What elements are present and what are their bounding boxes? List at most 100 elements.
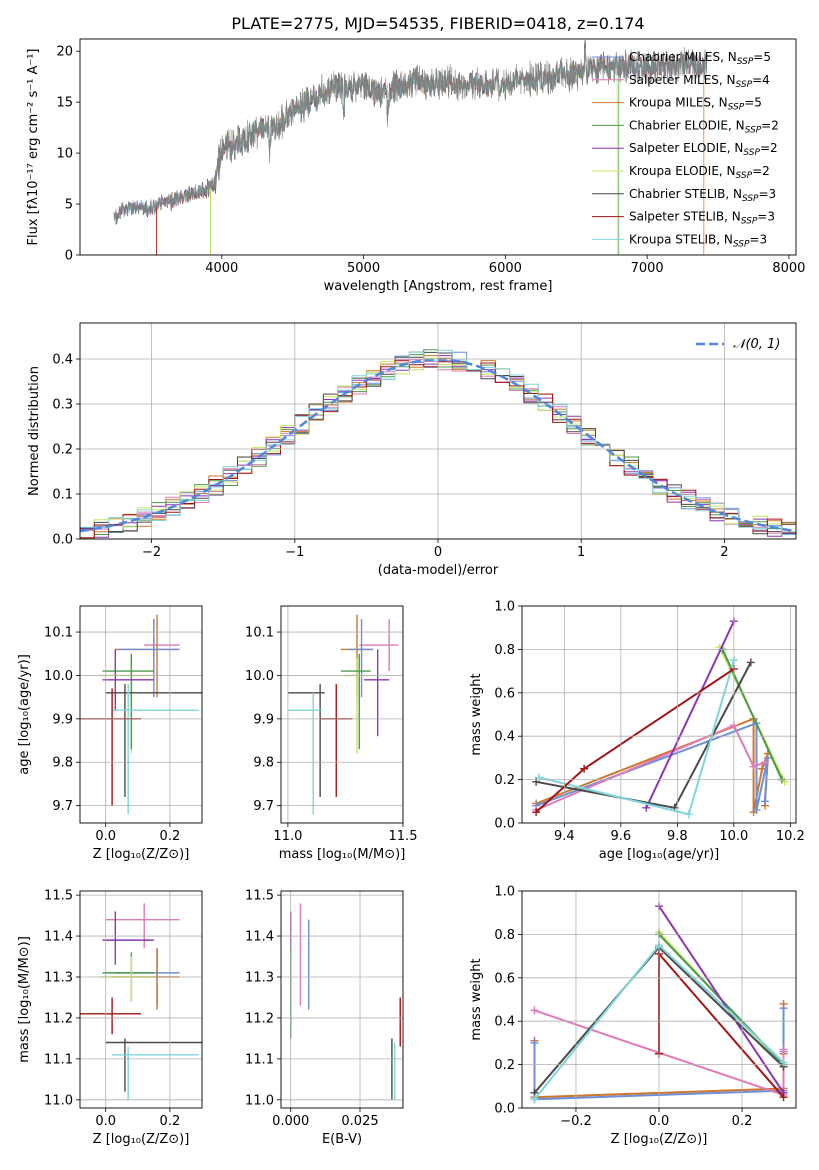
weight-marker-chabrier_miles xyxy=(779,1004,788,1013)
spectrum-ytick-label: 20 xyxy=(56,45,73,60)
panel-weight_vs_age: 9.4 9.6 9.8 10.0 10.2 0.0 0.2 0.4 0.6 0.8 1.0 age [… xyxy=(469,600,805,863)
weight-marker-salpeter_miles xyxy=(530,1006,539,1015)
weight_vs_age-ytick-label: 1.0 xyxy=(494,600,515,615)
weight_vs_Z-xlabel: Z [log₁₀(Z/Z⊙)] xyxy=(611,1132,708,1147)
mass_vs_Z-ylabel: mass [log₁₀(M/M⊙)] xyxy=(17,936,32,1063)
spectrum-ytick-label: 0 xyxy=(65,249,73,264)
weight_vs_age-xtick-label: 10.0 xyxy=(719,829,748,844)
weight_vs_age-xtick-label: 10.2 xyxy=(776,829,805,844)
weight-marker-salpeter_elodie xyxy=(642,803,651,812)
age_vs_mass-ytick-label: 10.0 xyxy=(245,669,274,684)
residual_hist-ytick-label: 0.1 xyxy=(52,488,73,503)
spectrum-legend: Chabrier MILES, NSSP=5 Salpeter MILES, NS… xyxy=(592,50,779,249)
mass_vs_ebv-ytick-label: 11.3 xyxy=(245,970,274,985)
weight-line-salpeter_elodie xyxy=(645,620,735,809)
residual_hist-xtick-label: −1 xyxy=(285,545,304,560)
legend-label-chabrier_miles: Chabrier MILES, NSSP=5 xyxy=(629,50,771,67)
weight-marker-salpeter_stelib xyxy=(779,1093,788,1102)
weight_vs_Z-ytick-label: 0.2 xyxy=(494,1058,515,1073)
weight_vs_age-xtick-label: 9.6 xyxy=(611,829,632,844)
mass_vs_ebv-ytick-label: 11.2 xyxy=(245,1011,274,1026)
weight-marker-chabrier_miles xyxy=(763,753,772,762)
legend-label-kroupa_elodie: Kroupa ELODIE, NSSP=2 xyxy=(629,164,770,181)
age_vs_Z-xtick-label: 0.2 xyxy=(160,829,181,844)
age_vs_mass-xlabel: mass [log₁₀(M/M⊙)] xyxy=(279,847,406,862)
residual_hist-ytick-label: 0.4 xyxy=(52,353,73,368)
mass_vs_ebv-ytick-label: 11.1 xyxy=(245,1052,274,1067)
mass_vs_Z-ytick-label: 11.3 xyxy=(44,970,73,985)
weight_vs_Z-xtick-label: 0.2 xyxy=(732,1114,753,1129)
age_vs_Z-ytick-label: 10.0 xyxy=(44,669,73,684)
weight-marker-kroupa_stelib xyxy=(530,1095,539,1104)
weight_vs_Z-ylabel: mass weight xyxy=(469,958,484,1040)
legend-label-salpeter_stelib: Salpeter STELIB, NSSP=3 xyxy=(629,210,775,227)
weight_vs_age-ylabel: mass weight xyxy=(469,673,484,755)
weight-marker-kroupa_stelib xyxy=(684,810,693,819)
weight-line-chabrier_stelib xyxy=(535,661,752,809)
age_vs_Z-ytick-label: 10.1 xyxy=(44,626,73,641)
weight_vs_age-xlabel: age [log₁₀(age/yr)] xyxy=(599,847,720,862)
age_vs_Z-ytick-label: 9.8 xyxy=(52,756,73,771)
spectrum-ytick-label: 10 xyxy=(56,147,73,162)
weight-marker-kroupa_stelib xyxy=(534,773,543,782)
mass_vs_ebv-frame xyxy=(280,890,404,1109)
panel-age_vs_Z: 0.0 0.2 9.7 9.8 9.9 10.0 10.1 Z [log₁₀(Z/Z⊙)] ag… xyxy=(17,605,203,862)
panel-residual_hist: −2 −1 0 1 2 0.0 0.1 0.2 0.3 0.4 (data-model)/error… xyxy=(27,322,797,578)
mass_vs_Z-ytick-label: 11.5 xyxy=(44,889,73,904)
weight_vs_Z-ytick-label: 0.8 xyxy=(494,928,515,943)
residual_hist-ytick-label: 0.3 xyxy=(52,398,73,413)
spectrum-plot-area xyxy=(113,40,708,255)
weight_vs_Z-ytick-label: 1.0 xyxy=(494,885,515,900)
spectrum-ytick-label: 5 xyxy=(65,198,73,213)
weight_vs_age-ytick-label: 0.8 xyxy=(494,643,515,658)
figure-title: PLATE=2775, MJD=54535, FIBERID=0418, z=0… xyxy=(231,14,644,33)
weight_vs_Z-xtick-label: −0.2 xyxy=(560,1114,592,1129)
weight_vs_age-ytick-label: 0.2 xyxy=(494,773,515,788)
age_vs_mass-ytick-label: 10.1 xyxy=(245,626,274,641)
age_vs_mass-ytick-label: 9.7 xyxy=(253,799,274,814)
data-spectrum-line xyxy=(113,40,707,224)
legend-label-salpeter_elodie: Salpeter ELODIE, NSSP=2 xyxy=(629,141,778,158)
age_vs_mass-plot-area xyxy=(287,614,399,815)
weight-marker-salpeter_miles xyxy=(760,758,769,767)
spectrum-xtick-label: 5000 xyxy=(347,261,380,276)
residual_hist-ylabel: Normed distribution xyxy=(27,366,42,496)
mass_vs_Z-ytick-label: 11.0 xyxy=(44,1093,73,1108)
spectrum-frame xyxy=(79,38,797,256)
spectrum-xtick-label: 7000 xyxy=(631,261,664,276)
legend-label-kroupa_miles: Kroupa MILES, NSSP=5 xyxy=(629,96,762,113)
mass_vs_ebv-ytick-label: 11.0 xyxy=(245,1093,274,1108)
age_vs_Z-plot-area xyxy=(80,614,202,815)
mass_vs_Z-ytick-label: 11.4 xyxy=(44,930,73,945)
age_vs_Z-frame xyxy=(79,605,203,824)
residual_hist-ytick-label: 0.2 xyxy=(52,443,73,458)
mass_vs_ebv-xtick-label: 0.000 xyxy=(272,1114,309,1129)
weight-marker-salpeter_miles xyxy=(749,762,758,771)
weight-marker-salpeter_miles xyxy=(779,1045,788,1054)
spectrum-xtick-label: 6000 xyxy=(489,261,522,276)
weight-line-salpeter_stelib xyxy=(658,951,785,1098)
mass_vs_ebv-xtick-label: 0.025 xyxy=(341,1114,378,1129)
weight-line-salpeter_elodie xyxy=(658,905,785,1094)
mass_vs_Z-frame xyxy=(79,890,203,1109)
mass_vs_Z-xlabel: Z [log₁₀(Z/Z⊙)] xyxy=(93,1132,190,1147)
age_vs_mass-ytick-label: 9.8 xyxy=(253,756,274,771)
spectrum-ytick-label: 15 xyxy=(56,96,73,111)
age_vs_Z-xlabel: Z [log₁₀(Z/Z⊙)] xyxy=(93,847,190,862)
mass_vs_Z-xtick-label: 0.0 xyxy=(95,1114,116,1129)
panel-mass_vs_ebv: 0.000 0.025 11.0 11.1 11.2 11.3 11.4 11.5 E(B-V) xyxy=(245,889,404,1147)
mass_vs_ebv-plot-area xyxy=(290,903,401,1100)
panel-weight_vs_Z: −0.2 0.0 0.2 0.0 0.2 0.4 0.6 0.8 1.0 Z [log₁₀(Z/Z… xyxy=(469,885,797,1147)
weight-line-chabrier_elodie xyxy=(721,648,783,781)
mass_vs_Z-ytick-label: 11.2 xyxy=(44,1011,73,1026)
legend-label-kroupa_stelib: Kroupa STELIB, NSSP=3 xyxy=(629,232,767,249)
age_vs_Z-ytick-label: 9.9 xyxy=(52,712,73,727)
weight-marker-chabrier_miles xyxy=(530,1038,539,1047)
legend-label-chabrier_elodie: Chabrier ELODIE, NSSP=2 xyxy=(629,118,779,135)
spectrum-xtick-label: 8000 xyxy=(772,261,805,276)
panel-age_vs_mass: 11.0 11.5 9.7 9.8 9.9 10.0 10.1 mass [log₁₀(M/M… xyxy=(245,605,417,862)
weight_vs_age-ytick-label: 0.6 xyxy=(494,686,515,701)
age_vs_Z-ylabel: age [log₁₀(age/yr)] xyxy=(17,654,32,775)
residual_hist-xlabel: (data-model)/error xyxy=(378,563,499,578)
